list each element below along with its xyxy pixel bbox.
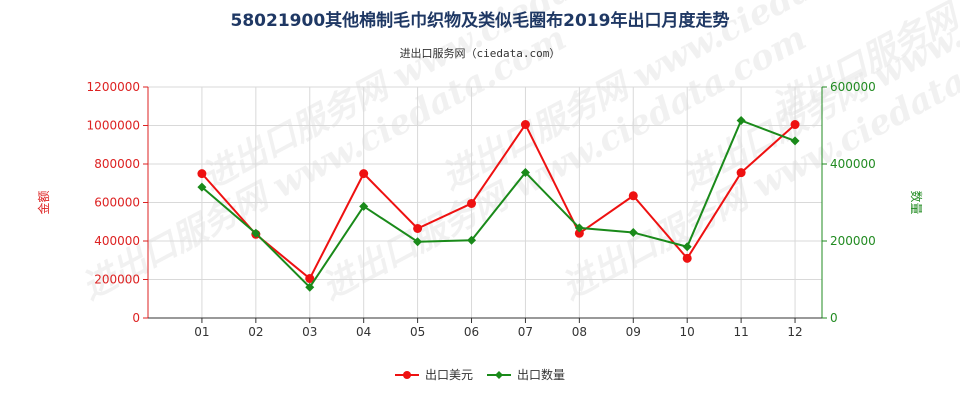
legend-marker-2 bbox=[495, 371, 503, 379]
series-2-point bbox=[251, 228, 261, 238]
x-tick-label: 09 bbox=[626, 325, 641, 339]
x-tick-label: 06 bbox=[464, 325, 479, 339]
axes: 0 200000 400000 600000 800000 1000000 1200000 0… bbox=[87, 80, 876, 339]
series-2-point bbox=[467, 235, 477, 245]
series-2-point bbox=[520, 167, 530, 177]
series-1-point bbox=[574, 228, 584, 238]
x-tick-label: 05 bbox=[410, 325, 425, 339]
legend-label-1[interactable]: 出口美元 bbox=[425, 368, 473, 382]
series-line-2 bbox=[201, 119, 796, 289]
legend-label-2[interactable]: 出口数量 bbox=[517, 367, 565, 382]
x-tick-label: 04 bbox=[356, 325, 371, 339]
x-tick-label: 01 bbox=[194, 325, 209, 339]
series-2-point bbox=[574, 223, 584, 233]
y-left-tick-label: 200000 bbox=[94, 273, 140, 287]
legend[interactable]: 出口美元 出口数量 bbox=[395, 367, 565, 382]
series-2-point bbox=[628, 228, 638, 238]
series-1-point bbox=[359, 169, 369, 179]
x-tick-label: 11 bbox=[733, 325, 748, 339]
grid bbox=[147, 86, 823, 319]
series-1-point bbox=[305, 274, 315, 284]
chart-title: 58021900其他棉制毛巾织物及类似毛圈布2019年出口月度走势 bbox=[231, 10, 730, 31]
series-line-1 bbox=[201, 122, 796, 281]
legend-marker-1 bbox=[403, 371, 411, 379]
y-right-tick-label: 200000 bbox=[830, 234, 876, 248]
series-2-point bbox=[790, 136, 800, 146]
series-1-point bbox=[413, 223, 423, 233]
y-axis-right-title: 数量 bbox=[909, 190, 924, 214]
series-1-point bbox=[520, 120, 530, 130]
x-tick-label: 03 bbox=[302, 325, 317, 339]
x-tick-label: 10 bbox=[680, 325, 695, 339]
y-right-tick-label: 600000 bbox=[830, 80, 876, 94]
series-1-point bbox=[790, 120, 800, 130]
series-2-point bbox=[197, 182, 207, 192]
x-tick-label: 02 bbox=[248, 325, 263, 339]
series-1-point bbox=[197, 169, 207, 179]
series-2-point bbox=[682, 242, 692, 252]
y-left-tick-label: 800000 bbox=[94, 157, 140, 171]
series bbox=[197, 115, 800, 292]
y-left-tick-label: 1000000 bbox=[87, 119, 140, 133]
x-tick-label: 12 bbox=[787, 325, 802, 339]
x-tick-label: 08 bbox=[572, 325, 587, 339]
y-left-tick-label: 400000 bbox=[94, 234, 140, 248]
y-left-tick-label: 1200000 bbox=[87, 80, 140, 94]
y-axis-left-title: 金额 bbox=[36, 190, 51, 214]
y-left-tick-label: 0 bbox=[132, 311, 140, 325]
series-2-point bbox=[413, 237, 423, 247]
series-2-point bbox=[736, 115, 746, 125]
y-right-tick-label: 0 bbox=[830, 311, 838, 325]
series-2-point bbox=[359, 201, 369, 211]
series-1-point bbox=[682, 253, 692, 263]
y-right-tick-label: 400000 bbox=[830, 157, 876, 171]
series-1-point bbox=[628, 191, 638, 201]
y-left-tick-label: 600000 bbox=[94, 196, 140, 210]
x-tick-label: 07 bbox=[518, 325, 533, 339]
series-2-point bbox=[305, 282, 315, 292]
chart-subtitle: 进出口服务网（ciedata.com） bbox=[400, 46, 561, 60]
series-1-point bbox=[467, 198, 477, 208]
series-1-point bbox=[736, 168, 746, 178]
